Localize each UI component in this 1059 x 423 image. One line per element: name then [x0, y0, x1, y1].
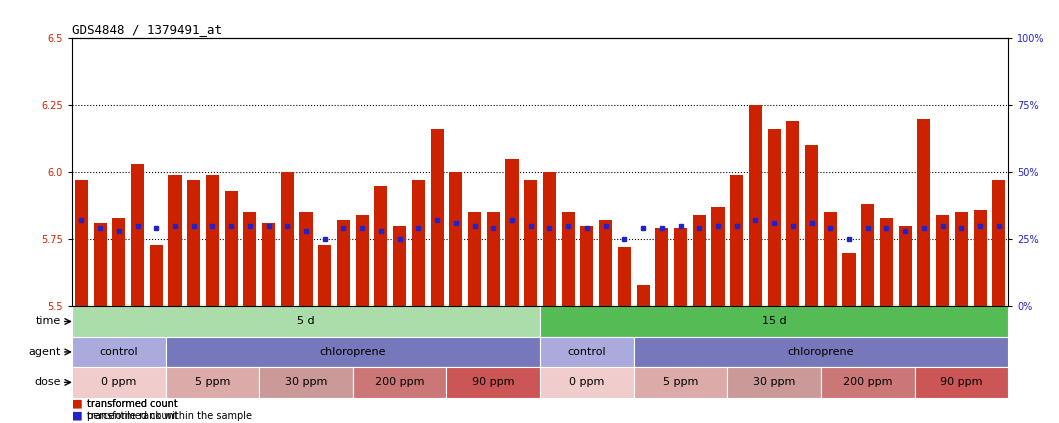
- Bar: [72, 306, 540, 337]
- Bar: [805, 146, 819, 306]
- Bar: [353, 367, 447, 398]
- Bar: [955, 212, 968, 306]
- Bar: [617, 247, 631, 306]
- Bar: [112, 218, 125, 306]
- Text: 0 ppm: 0 ppm: [101, 377, 137, 387]
- Bar: [168, 175, 181, 306]
- Bar: [636, 285, 649, 306]
- Bar: [730, 175, 743, 306]
- Bar: [149, 244, 163, 306]
- Bar: [187, 180, 200, 306]
- Text: GDS4848 / 1379491_at: GDS4848 / 1379491_at: [72, 23, 222, 36]
- Text: 30 ppm: 30 ppm: [753, 377, 795, 387]
- Bar: [75, 180, 88, 306]
- Bar: [936, 215, 949, 306]
- Bar: [786, 121, 800, 306]
- Bar: [915, 367, 1008, 398]
- Bar: [449, 172, 463, 306]
- Bar: [768, 129, 780, 306]
- Bar: [487, 212, 500, 306]
- Bar: [712, 207, 724, 306]
- Bar: [412, 180, 425, 306]
- Text: 200 ppm: 200 ppm: [843, 377, 893, 387]
- Bar: [540, 367, 633, 398]
- Text: agent: agent: [29, 347, 60, 357]
- Bar: [861, 204, 875, 306]
- Bar: [656, 228, 668, 306]
- Text: chloroprene: chloroprene: [320, 347, 387, 357]
- Text: 90 ppm: 90 ppm: [940, 377, 983, 387]
- Text: 15 d: 15 d: [761, 316, 787, 327]
- Text: transformed count: transformed count: [87, 411, 178, 421]
- Bar: [693, 215, 705, 306]
- Text: 0 ppm: 0 ppm: [569, 377, 605, 387]
- Text: ■: ■: [72, 411, 83, 421]
- Bar: [259, 367, 353, 398]
- Bar: [205, 175, 219, 306]
- Bar: [917, 118, 931, 306]
- Text: transformed count: transformed count: [87, 399, 178, 409]
- Bar: [824, 212, 837, 306]
- Text: transformed count: transformed count: [87, 399, 178, 409]
- Bar: [225, 191, 237, 306]
- Text: 90 ppm: 90 ppm: [472, 377, 515, 387]
- Bar: [318, 244, 331, 306]
- Bar: [973, 210, 987, 306]
- Bar: [447, 367, 540, 398]
- Bar: [93, 223, 107, 306]
- Text: percentile rank within the sample: percentile rank within the sample: [87, 411, 252, 421]
- Bar: [728, 367, 821, 398]
- Bar: [633, 367, 728, 398]
- Bar: [356, 215, 369, 306]
- Bar: [599, 220, 612, 306]
- Bar: [262, 223, 275, 306]
- Text: 5 ppm: 5 ppm: [663, 377, 698, 387]
- Bar: [431, 129, 444, 306]
- Bar: [540, 306, 1008, 337]
- Text: 200 ppm: 200 ppm: [375, 377, 425, 387]
- Text: control: control: [100, 347, 138, 357]
- Text: ■: ■: [72, 399, 83, 409]
- Text: 5 ppm: 5 ppm: [195, 377, 230, 387]
- Bar: [880, 218, 893, 306]
- Bar: [749, 105, 762, 306]
- Text: ■: ■: [72, 399, 83, 409]
- Bar: [244, 212, 256, 306]
- Bar: [300, 212, 312, 306]
- Bar: [580, 226, 593, 306]
- Bar: [505, 159, 519, 306]
- Text: chloroprene: chloroprene: [788, 347, 855, 357]
- Text: dose: dose: [34, 377, 60, 387]
- Bar: [561, 212, 575, 306]
- Text: 30 ppm: 30 ppm: [285, 377, 327, 387]
- Bar: [821, 367, 915, 398]
- Text: 5 d: 5 d: [298, 316, 315, 327]
- Bar: [633, 337, 1008, 367]
- Bar: [281, 172, 294, 306]
- Bar: [393, 226, 407, 306]
- Bar: [165, 337, 540, 367]
- Bar: [337, 220, 351, 306]
- Bar: [899, 226, 912, 306]
- Bar: [543, 172, 556, 306]
- Bar: [72, 337, 165, 367]
- Bar: [165, 367, 259, 398]
- Bar: [72, 367, 165, 398]
- Bar: [540, 337, 633, 367]
- Bar: [131, 164, 144, 306]
- Text: control: control: [568, 347, 606, 357]
- Bar: [992, 180, 1005, 306]
- Bar: [674, 228, 687, 306]
- Text: ■: ■: [72, 411, 83, 421]
- Bar: [468, 212, 481, 306]
- Text: time: time: [36, 316, 60, 327]
- Bar: [843, 253, 856, 306]
- Bar: [524, 180, 537, 306]
- Bar: [375, 186, 388, 306]
